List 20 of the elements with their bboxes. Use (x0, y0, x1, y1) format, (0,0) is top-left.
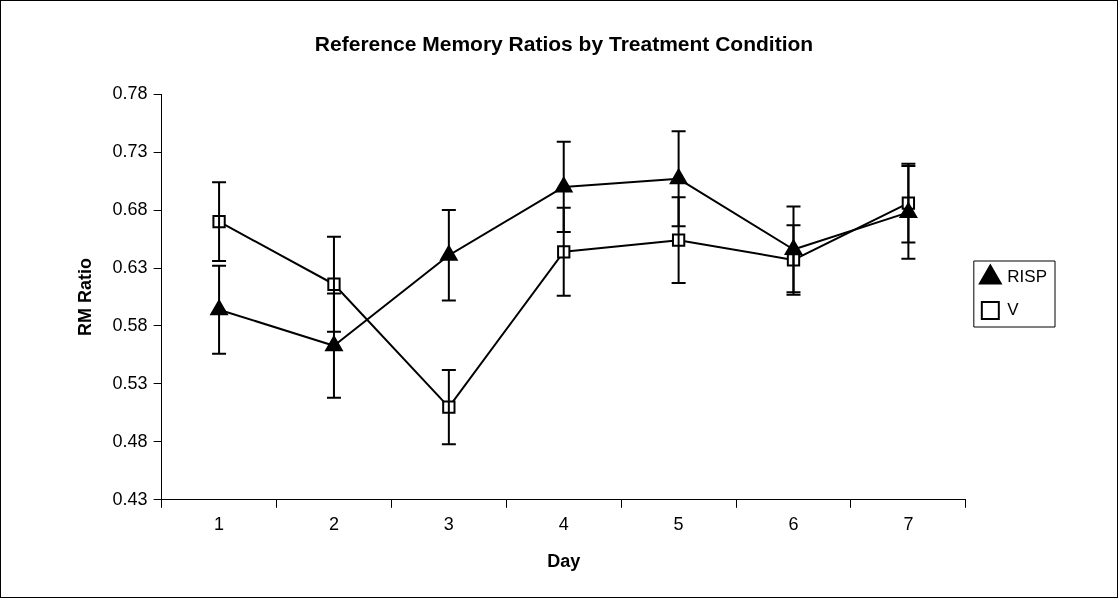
x-tick-label: 2 (328, 513, 339, 534)
x-tick-label: 5 (673, 513, 684, 534)
x-tick-label: 6 (788, 513, 799, 534)
x-axis-title: Day (547, 551, 581, 572)
y-tick-label: 0.68 (112, 199, 148, 220)
y-axis-title: RM Ratio (74, 258, 95, 336)
legend-label: V (1007, 300, 1020, 320)
x-tick-label: 3 (443, 513, 454, 534)
y-tick-label: 0.63 (112, 257, 148, 277)
chart-title: Reference Memory Ratios by Treatment Condition (314, 32, 814, 56)
x-tick-label: 7 (903, 513, 914, 534)
x-tick-label: 1 (214, 513, 225, 534)
y-tick-label: 0.73 (112, 141, 148, 162)
y-tick-label: 0.58 (112, 314, 148, 335)
x-tick-label: 4 (558, 513, 569, 534)
y-tick-label: 0.43 (112, 488, 148, 509)
y-tick-label: 0.53 (112, 372, 148, 393)
legend-label: RISP (1007, 267, 1048, 287)
y-tick-label: 0.48 (112, 430, 148, 451)
y-tick-label: 0.78 (112, 83, 148, 104)
